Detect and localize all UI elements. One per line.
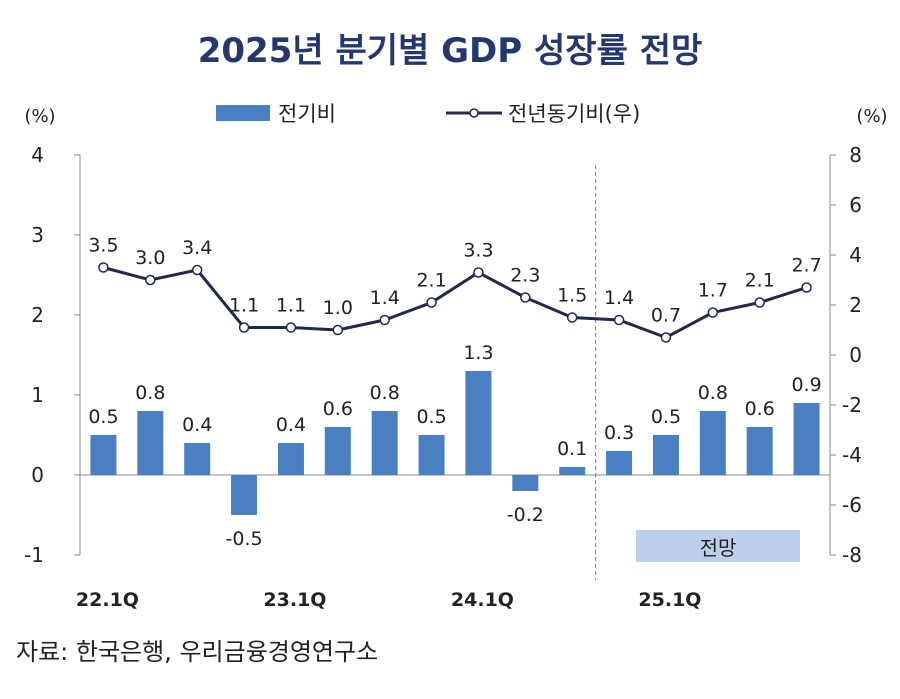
left-tick-label: 3 <box>31 223 44 247</box>
left-tick-label: 0 <box>31 463 44 487</box>
bar-value-label: 0.4 <box>182 414 212 436</box>
forecast-label: 전망 <box>700 536 737 560</box>
bar-value-label: 1.3 <box>463 342 493 364</box>
x-tick-label: 24.1Q <box>451 589 514 611</box>
right-tick-label: -8 <box>842 543 862 567</box>
yoy-point-23.1Q <box>285 322 297 333</box>
left-tick-label: 1 <box>31 383 44 407</box>
yoy-point-23.4Q <box>426 297 437 308</box>
left-tick-label: 4 <box>31 143 44 167</box>
bar-23.3Q <box>371 411 398 475</box>
yoy-point-23.3Q <box>379 314 390 326</box>
yoy-point-22.3Q <box>191 264 203 276</box>
yoy-point-24.1Q <box>473 267 484 278</box>
bar-value-label: 0.6 <box>323 398 353 420</box>
legend-line-label: 전년동기비(우) <box>508 102 640 126</box>
bar-22.2Q <box>137 411 164 475</box>
legend-bar-label: 전기비 <box>278 102 336 126</box>
forecast-box <box>636 530 800 562</box>
yoy-value-label: 1.1 <box>229 295 259 317</box>
yoy-value-label: 3.4 <box>182 237 212 259</box>
yoy-value-label: 2.1 <box>416 270 446 292</box>
right-tick-label: 0 <box>849 343 862 367</box>
yoy-line <box>103 266 808 340</box>
bar-value-label: 0.3 <box>604 422 634 444</box>
bar-24.4Q <box>606 451 633 475</box>
yoy-value-label: 3.5 <box>88 235 118 257</box>
bar-value-label: 0.1 <box>557 438 587 460</box>
bar-22.1Q <box>90 435 117 475</box>
x-tick-label: 23.1Q <box>263 589 326 611</box>
legend-bar-swatch <box>216 105 270 121</box>
bar-value-label: 0.6 <box>745 398 775 420</box>
yoy-point-25.2Q <box>707 307 719 318</box>
bar-value-label: 0.4 <box>276 414 306 436</box>
bar-value-label: 0.5 <box>651 406 681 428</box>
bar-value-label: 0.8 <box>698 382 728 404</box>
yoy-value-label: 1.7 <box>698 280 728 302</box>
yoy-value-label: 2.3 <box>510 265 540 287</box>
yoy-value-label: 1.4 <box>604 287 634 309</box>
right-tick-label: -2 <box>842 393 862 417</box>
right-tick-label: 4 <box>849 243 862 267</box>
right-tick-label: 8 <box>849 143 862 167</box>
bar-25.1Q <box>652 435 679 475</box>
bar-23.2Q <box>324 427 351 475</box>
right-tick-label: 2 <box>849 293 862 317</box>
yoy-point-24.2Q <box>520 292 531 303</box>
bar-25.3Q <box>746 427 773 475</box>
bar-value-label: 0.5 <box>88 406 118 428</box>
yoy-value-label: 1.1 <box>276 295 306 317</box>
right-tick-label: -6 <box>842 493 862 517</box>
bar-value-label: 0.9 <box>791 374 821 396</box>
yoy-value-label: 2.7 <box>791 255 821 277</box>
bar-25.2Q <box>699 411 726 475</box>
bar-25.4Q <box>793 403 820 475</box>
yoy-point-25.3Q <box>754 297 765 308</box>
yoy-value-label: 1.5 <box>557 285 587 307</box>
yoy-point-25.4Q <box>801 282 812 293</box>
x-tick-label: 22.1Q <box>76 589 139 611</box>
bar-23.1Q <box>277 443 304 475</box>
yoy-point-24.4Q <box>613 314 625 326</box>
bar-24.3Q <box>559 467 586 475</box>
yoy-value-label: 2.1 <box>745 270 775 292</box>
bar-24.2Q <box>512 475 539 491</box>
yoy-value-label: 0.7 <box>651 305 681 327</box>
source-note: 자료: 한국은행, 우리금융경영연구소 <box>16 638 378 666</box>
legend-line-marker <box>469 108 479 118</box>
yoy-value-label: 3.0 <box>135 247 165 269</box>
yoy-value-label: 3.3 <box>463 240 493 262</box>
left-axis-unit: (%) <box>24 106 55 127</box>
yoy-value-label: 1.4 <box>370 287 400 309</box>
bar-value-label: -0.2 <box>507 504 544 526</box>
bar-value-label: 0.8 <box>370 382 400 404</box>
bar-24.1Q <box>465 371 492 475</box>
bar-value-label: 0.5 <box>416 406 446 428</box>
yoy-point-22.2Q <box>145 274 156 286</box>
yoy-point-23.2Q <box>332 324 344 336</box>
left-tick-label: 2 <box>31 303 44 327</box>
chart-title: 2025년 분기별 GDP 성장률 전망 <box>198 31 703 71</box>
bar-22.4Q <box>231 475 258 515</box>
left-tick-label: -1 <box>24 543 44 567</box>
bar-value-label: 0.8 <box>135 382 165 404</box>
yoy-point-24.3Q <box>566 312 578 323</box>
bar-23.4Q <box>418 435 445 475</box>
bar-value-label: -0.5 <box>226 528 263 550</box>
yoy-point-25.1Q <box>660 332 672 343</box>
right-axis-unit: (%) <box>856 106 887 127</box>
right-tick-label: 6 <box>849 193 862 217</box>
bar-22.3Q <box>184 443 211 475</box>
yoy-point-22.1Q <box>98 262 109 273</box>
right-tick-label: -4 <box>842 443 862 467</box>
x-tick-label: 25.1Q <box>638 589 701 611</box>
yoy-value-label: 1.0 <box>323 297 353 319</box>
yoy-point-22.4Q <box>238 322 250 333</box>
